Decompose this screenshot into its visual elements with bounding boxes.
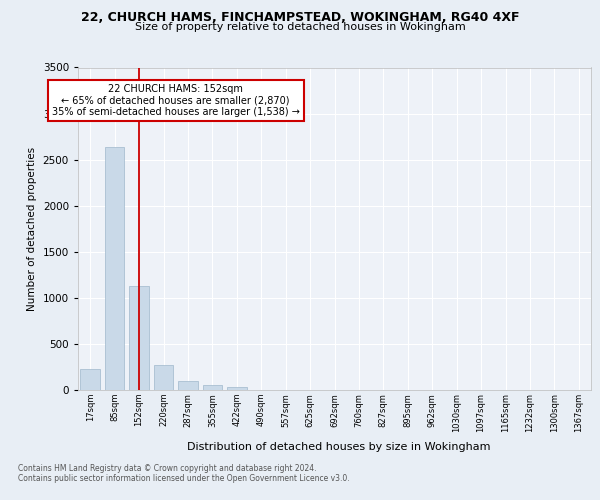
Text: Contains public sector information licensed under the Open Government Licence v3: Contains public sector information licen… (18, 474, 350, 483)
Text: 22 CHURCH HAMS: 152sqm
← 65% of detached houses are smaller (2,870)
35% of semi-: 22 CHURCH HAMS: 152sqm ← 65% of detached… (52, 84, 299, 117)
Bar (154, 365, 173, 390)
Text: 22, CHURCH HAMS, FINCHAMPSTEAD, WOKINGHAM, RG40 4XF: 22, CHURCH HAMS, FINCHAMPSTEAD, WOKINGHA… (81, 11, 519, 24)
Y-axis label: Number of detached properties: Number of detached properties (27, 146, 37, 311)
Bar (178, 381, 198, 390)
Text: Distribution of detached houses by size in Wokingham: Distribution of detached houses by size … (187, 442, 491, 452)
Text: Contains HM Land Registry data © Crown copyright and database right 2024.: Contains HM Land Registry data © Crown c… (18, 464, 317, 473)
Bar (105, 146, 124, 390)
Bar (130, 286, 149, 390)
Text: Size of property relative to detached houses in Wokingham: Size of property relative to detached ho… (134, 22, 466, 32)
Bar (80, 369, 100, 390)
Bar (227, 387, 247, 390)
Bar (203, 386, 222, 390)
